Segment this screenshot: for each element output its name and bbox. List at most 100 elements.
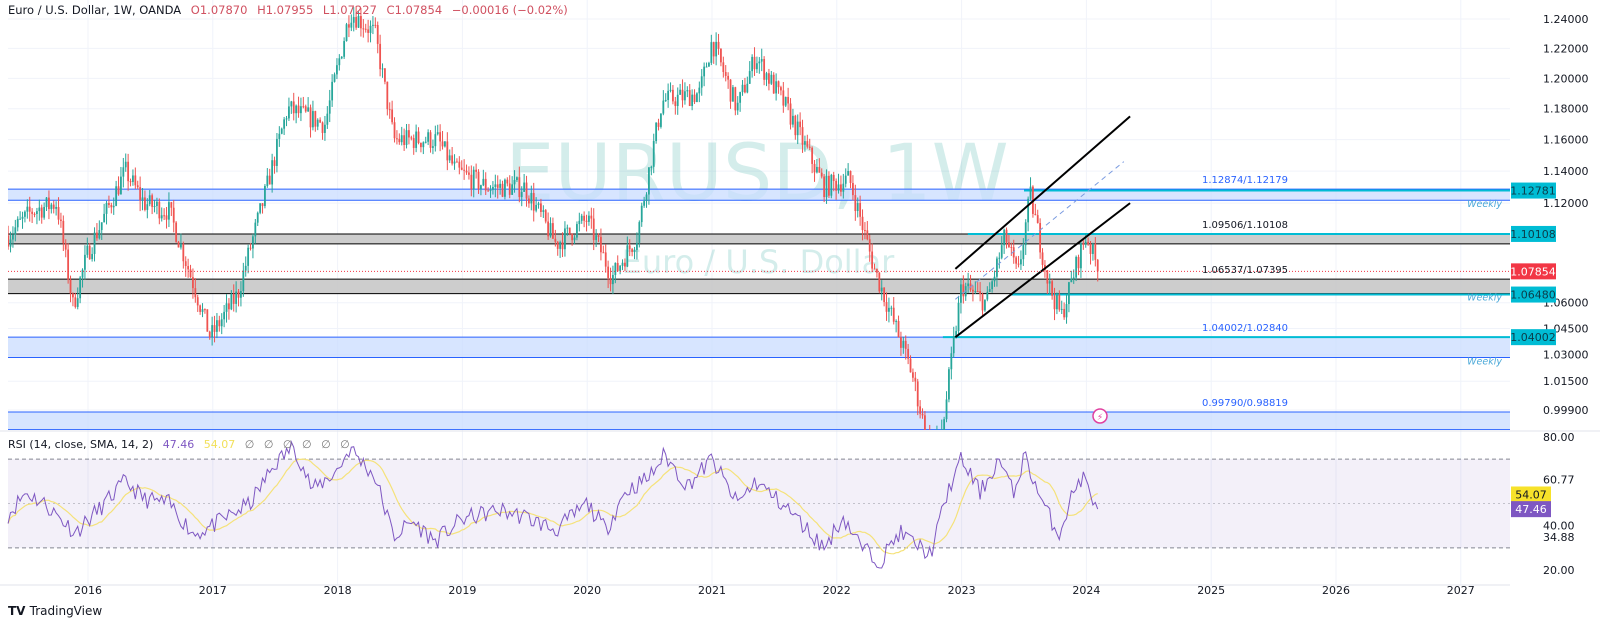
candle-body: [300, 106, 302, 114]
rsi-line: [7, 440, 1099, 569]
candle-body: [782, 90, 785, 106]
candle-body: [1084, 241, 1087, 245]
candle-body: [770, 74, 773, 84]
symbol-title[interactable]: Euro / U.S. Dollar, 1W, OANDA: [8, 3, 182, 17]
candle-body: [1012, 247, 1015, 258]
candle-body: [184, 261, 187, 267]
candle-body: [177, 241, 180, 248]
trendline: [955, 161, 1125, 300]
candle-body: [1082, 243, 1085, 245]
candle-body: [228, 303, 230, 310]
candle-body: [48, 197, 50, 210]
candle-body: [626, 245, 629, 267]
candle-body: [33, 213, 36, 215]
candle-body: [861, 216, 864, 231]
candle-body: [199, 305, 202, 312]
candle-body: [100, 222, 103, 231]
candle-body: [693, 94, 696, 102]
zone-rect: [8, 279, 1510, 294]
candle-body: [492, 186, 494, 190]
candle-body: [72, 293, 74, 298]
candle-body: [345, 24, 348, 42]
candle-body: [909, 358, 912, 373]
candle-body: [710, 42, 713, 63]
tradingview-logo[interactable]: 𝗧𝗩 TradingView: [8, 604, 103, 618]
candle-body: [288, 106, 290, 119]
candle-body: [864, 230, 866, 232]
candle-body: [218, 320, 221, 327]
candle-body: [381, 68, 384, 70]
candle-body: [1003, 229, 1006, 246]
lightning-icon: [1092, 408, 1108, 424]
candle-body: [55, 206, 58, 209]
zone-label: 1.09506/1.10108: [1202, 220, 1288, 231]
rsi-title[interactable]: RSI (14, close, SMA, 14, 2): [8, 438, 154, 451]
candle-body: [921, 413, 924, 416]
candle-body: [674, 101, 677, 107]
candle-body: [835, 180, 838, 191]
candle-body: [501, 183, 504, 197]
candle-body: [376, 25, 379, 44]
candle-body: [878, 272, 881, 292]
candle-body: [91, 253, 94, 260]
candle-body: [297, 105, 300, 114]
candle-body: [729, 79, 732, 102]
candle-body: [60, 219, 62, 221]
symbol-legend: Euro / U.S. Dollar, 1W, OANDA O1.07870 H…: [8, 3, 568, 17]
candle-body: [981, 294, 984, 311]
candle-body: [328, 100, 331, 114]
candle-body: [600, 236, 602, 253]
candle-body: [391, 109, 394, 123]
candle-body: [768, 73, 770, 84]
candle-body: [1041, 252, 1044, 265]
candle-body: [732, 87, 734, 102]
candle-body: [1056, 294, 1058, 310]
candle-body: [62, 220, 65, 244]
candle-body: [1034, 213, 1037, 216]
candle-body: [576, 224, 578, 238]
candle-body: [945, 399, 948, 420]
candle-body: [110, 205, 113, 208]
candle-body: [336, 65, 338, 75]
price-axis-tick: 1.24000: [1543, 13, 1589, 26]
candle-body: [237, 291, 240, 298]
candle-body: [554, 238, 557, 242]
candle-body: [552, 223, 554, 239]
price-badge-label: 1.06480: [1510, 289, 1556, 302]
candle-body: [638, 222, 641, 243]
candle-body: [36, 211, 38, 214]
candle-body: [571, 233, 574, 241]
candle-body: [168, 202, 170, 220]
candle-body: [688, 90, 691, 107]
candle-body: [633, 249, 636, 252]
candle-body: [115, 186, 118, 206]
candle-body: [448, 155, 451, 161]
candle-body: [468, 172, 470, 175]
candle-body: [31, 211, 34, 214]
candle-body: [532, 192, 535, 211]
candle-body: [703, 66, 706, 77]
candle-body: [278, 133, 281, 139]
candle-body: [883, 287, 886, 303]
candle-body: [132, 175, 134, 182]
candle-body: [934, 443, 936, 448]
candle-body: [76, 298, 79, 307]
candle-body: [362, 28, 365, 30]
candle-body: [408, 130, 410, 138]
candle-body: [547, 221, 550, 237]
candle-body: [436, 132, 439, 135]
candle-body: [931, 448, 933, 459]
candle-body: [103, 213, 106, 223]
candle-body: [715, 41, 718, 57]
candle-body: [736, 102, 739, 111]
rsi-extra-values: ∅ ∅ ∅ ∅ ∅ ∅: [244, 438, 353, 451]
candle-body: [208, 331, 211, 338]
candle-body: [26, 206, 29, 212]
candle-body: [885, 302, 888, 312]
candle-body: [314, 111, 317, 127]
candle-body: [876, 269, 878, 273]
candle-body: [182, 243, 185, 262]
candle-body: [991, 281, 994, 290]
candle-body: [180, 243, 182, 248]
